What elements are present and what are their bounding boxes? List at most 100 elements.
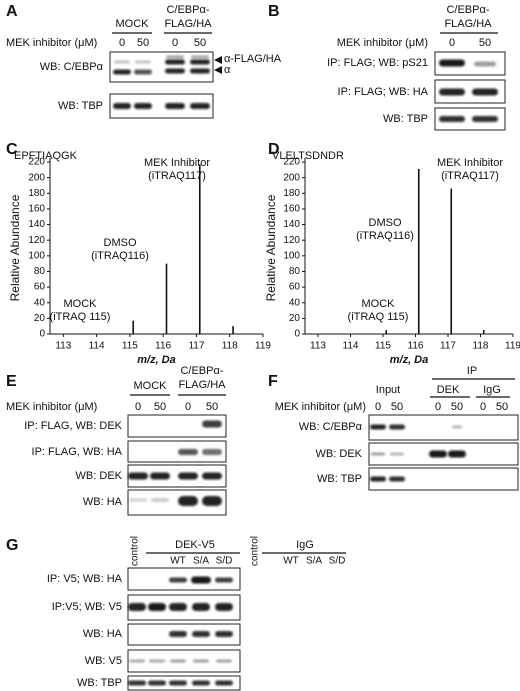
y-tick-label: 120	[28, 235, 45, 246]
peptide: VLELTSDNDR	[272, 150, 344, 162]
lane-label: 50	[451, 401, 463, 413]
lane-label: 0	[119, 37, 125, 49]
blot-band	[165, 68, 185, 74]
y-tick-label: 140	[283, 219, 300, 230]
blot-band	[192, 631, 210, 637]
blot-band	[128, 603, 146, 611]
blot-band	[170, 659, 186, 663]
lane-label: 0	[135, 401, 141, 413]
blot-band	[371, 452, 385, 456]
lane-label: 0	[172, 37, 178, 49]
blot-band	[191, 55, 209, 59]
construct-label: C/EBPα-	[166, 4, 209, 16]
annotation: (iTRAQ 115)	[50, 311, 111, 323]
x-tick-label: 119	[505, 341, 520, 352]
x-tick-label: 118	[473, 341, 489, 352]
x-tick-label: 116	[408, 341, 424, 352]
blot-band	[429, 450, 447, 458]
panel-f: F IP Input DEK IgG MEK inhibitor (μM) 0 …	[268, 365, 519, 491]
blot-band	[439, 88, 465, 96]
arrowhead	[214, 56, 222, 74]
lane-label: 50	[496, 401, 508, 413]
blot-band	[114, 60, 130, 64]
y-tick-label: 200	[28, 172, 45, 183]
y-tick-label: 20	[34, 313, 46, 324]
group-label: DEK	[437, 384, 460, 396]
blot-band	[169, 603, 187, 611]
x-tick-label: 114	[89, 341, 105, 352]
blot-band	[192, 603, 210, 611]
row-label: IP: FLAG, WB: DEK	[24, 420, 122, 432]
blot-band	[216, 659, 232, 663]
y-tick-label: 40	[34, 297, 46, 308]
blot-band	[149, 659, 165, 663]
blot-band	[169, 680, 187, 686]
blot	[434, 107, 506, 131]
blot-band	[178, 496, 198, 506]
y-tick-label: 220	[28, 157, 45, 168]
annotation: DMSO	[104, 237, 137, 249]
panel-label: D	[268, 141, 280, 158]
blot-band	[202, 496, 222, 506]
blot-band	[215, 680, 233, 686]
panel-label: C	[6, 141, 18, 158]
blot-band	[166, 55, 184, 59]
lane-label: WT	[170, 556, 186, 567]
lane-label: 50	[479, 37, 491, 49]
construct-label: C/EBPα-	[180, 365, 223, 377]
y-tick-label: 120	[283, 235, 300, 246]
group-label: MOCK	[134, 380, 168, 392]
y-tick-label: 160	[283, 204, 300, 215]
annotation: MOCK	[362, 298, 396, 310]
row-label: WB: TBP	[77, 677, 122, 689]
group-label: IgG	[483, 384, 501, 396]
x-axis-label: m/z, Da	[137, 354, 176, 366]
blot-band	[135, 60, 151, 64]
treatment-label: MEK inhibitor (μM)	[6, 37, 97, 49]
x-tick-label: 118	[222, 341, 238, 352]
blot-band	[169, 631, 187, 637]
control-label: control	[130, 536, 141, 566]
blot-band	[215, 577, 233, 583]
blot-band	[165, 59, 185, 65]
blot-band	[390, 452, 404, 456]
blot-band	[148, 603, 166, 611]
blot-band	[439, 116, 465, 122]
lane-label: 50	[154, 401, 166, 413]
blot	[434, 51, 506, 76]
x-tick-label: 117	[188, 341, 204, 352]
treatment-label: MEK inhibitor (μM)	[275, 401, 366, 413]
row-label: IP: FLAG; WB: HA	[338, 86, 429, 98]
panel-label: A	[6, 3, 18, 20]
y-axis-label: Relative Abundance	[8, 194, 22, 301]
lane-label: 0	[449, 37, 455, 49]
lane-label: 0	[435, 401, 441, 413]
row-label: WB: HA	[83, 628, 123, 640]
annotation: MEK Inhibitor	[437, 157, 503, 169]
row-label: IP: FLAG; WB: pS21	[327, 57, 428, 69]
y-axis-label: Relative Abundance	[264, 194, 278, 301]
blot-band	[165, 103, 185, 109]
blot-band	[178, 472, 198, 480]
blot-band	[452, 425, 462, 429]
blot-band	[370, 424, 386, 430]
row-label: IP: V5; WB: HA	[47, 573, 123, 585]
annotation: MOCK	[64, 298, 98, 310]
blot-band	[389, 424, 405, 430]
y-tick-label: 160	[28, 204, 45, 215]
x-tick-label: 113	[55, 341, 71, 352]
y-tick-label: 140	[28, 219, 45, 230]
row-label: WB: TBP	[317, 473, 362, 485]
lane-label: 0	[185, 401, 191, 413]
treatment-label: MEK inhibitor (μM)	[337, 37, 428, 49]
y-tick-label: 80	[34, 266, 46, 277]
blot-band	[134, 103, 152, 109]
blot-band	[151, 498, 169, 502]
row-label: WB: DEK	[316, 448, 363, 460]
blot-band	[448, 450, 466, 458]
blot-band	[202, 420, 222, 428]
blot	[127, 440, 227, 463]
lane-label: 50	[137, 37, 149, 49]
blot-band	[439, 59, 465, 67]
